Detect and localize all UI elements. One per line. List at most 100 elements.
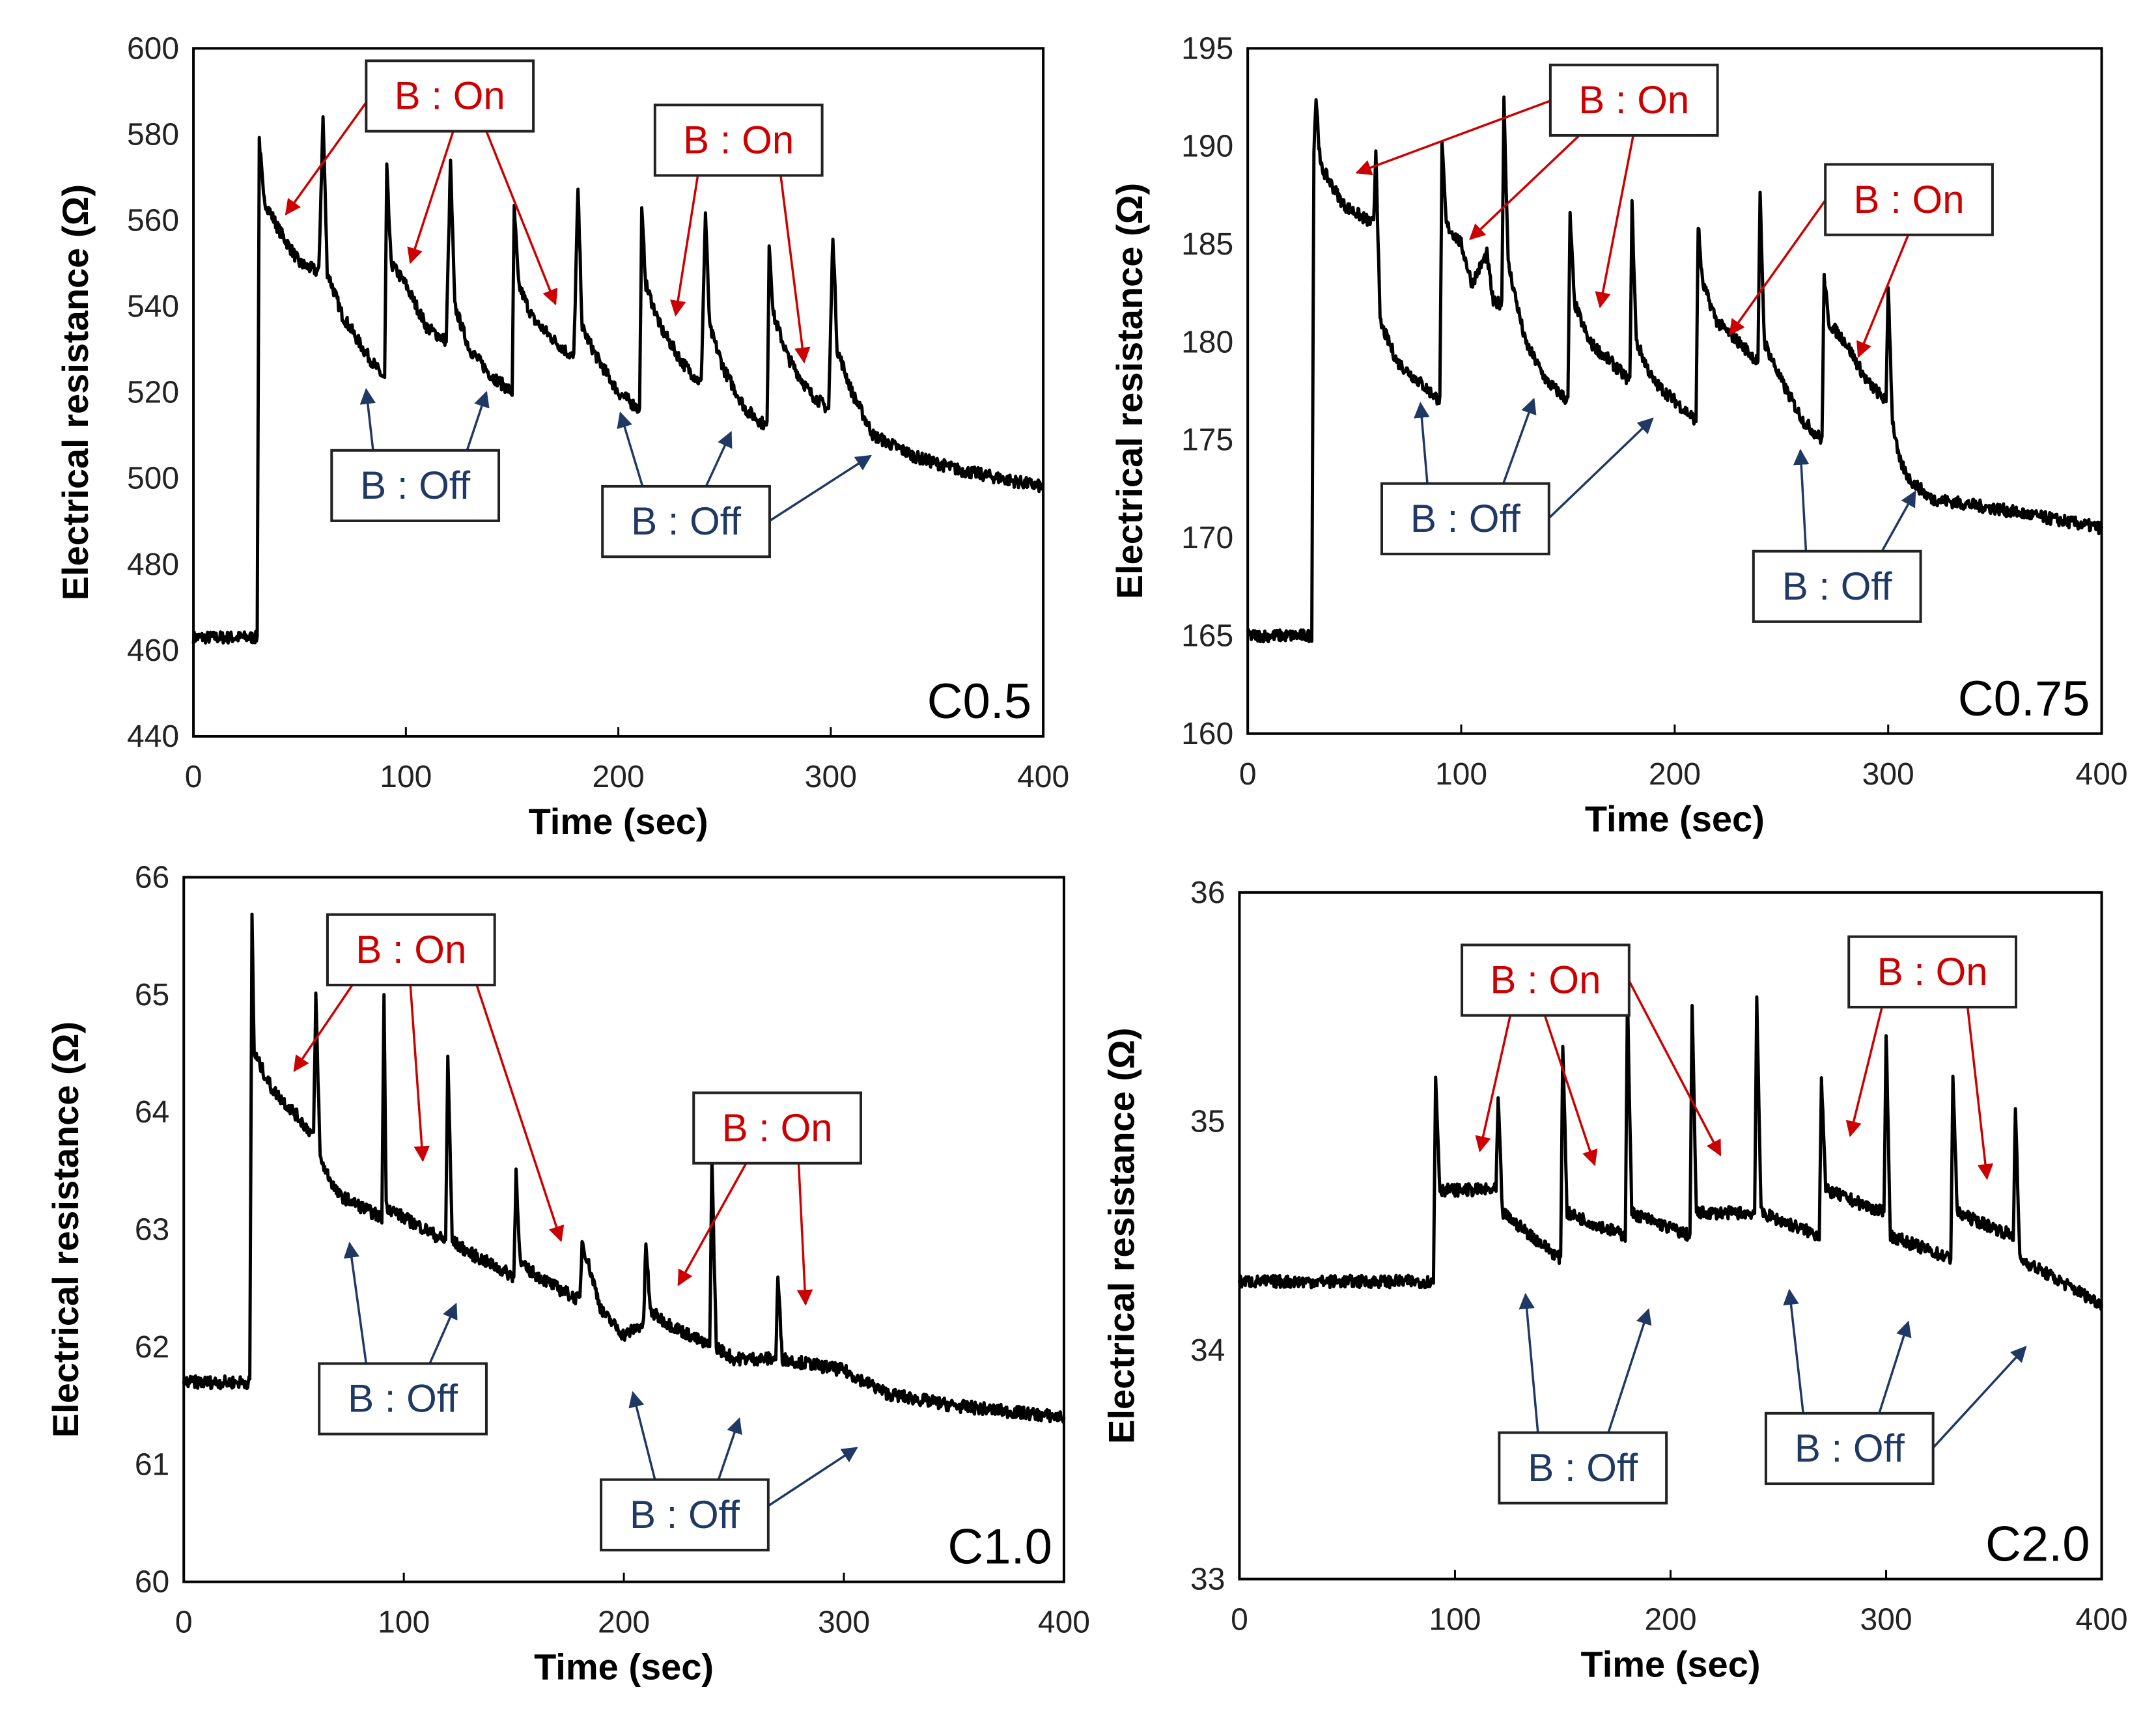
y-axis-title: Electrical resistance (Ω) [1109, 183, 1150, 599]
on-arrow [1845, 1007, 1883, 1137]
off-arrow [1519, 1292, 1539, 1433]
off-arrow [1793, 449, 1810, 551]
on-arrow [796, 1163, 813, 1306]
y-tick-label: 440 [127, 719, 179, 754]
y-tick-label: 195 [1181, 31, 1233, 66]
off-label: B : Off [348, 1377, 458, 1421]
chart-c0-5: 0 100 200 300 400 440 460 480 500 520 540 560 580 600… [55, 31, 1069, 842]
on-arrow [1856, 234, 1910, 358]
off-label-box [330, 449, 501, 522]
on-label-box [365, 59, 535, 133]
on-arrow [475, 984, 565, 1242]
x-tick-label: 100 [1429, 1602, 1481, 1637]
x-axis-title: Time (sec) [534, 1646, 714, 1688]
y-tick-label: 480 [127, 548, 179, 582]
y-tick-label: 540 [127, 290, 179, 324]
y-tick-label: 190 [1181, 130, 1233, 164]
off-label-box [1764, 1411, 1935, 1486]
off-arrow [428, 1302, 458, 1365]
y-tick-label: 35 [1190, 1104, 1225, 1139]
panel-tag: C2.0 [1985, 1516, 2090, 1572]
off-arrow [1502, 397, 1537, 484]
on-arrow [409, 984, 430, 1162]
off-label-box [600, 1478, 770, 1551]
on-label-box [1847, 935, 2017, 1008]
on-label: B : On [722, 1106, 833, 1150]
on-label: B : On [683, 118, 794, 162]
off-arrow [343, 1242, 368, 1364]
on-arrow [1475, 1015, 1512, 1153]
x-axis-title: Time (sec) [529, 801, 708, 842]
data-series-line [1237, 988, 2104, 1311]
off-arrow [628, 1391, 656, 1480]
on-label-box [1548, 63, 1719, 137]
data-series-line [182, 912, 1066, 1424]
x-tick-label: 0 [185, 760, 203, 794]
x-tick-label: 300 [1860, 1602, 1912, 1637]
off-label: B : Off [360, 464, 470, 507]
on-arrow [779, 175, 811, 364]
y-tick-label: 64 [135, 1095, 169, 1130]
on-arrow [677, 1162, 748, 1286]
y-tick-label: 60 [135, 1565, 169, 1600]
data-series-line [1246, 95, 2104, 644]
on-label: B : On [1578, 78, 1689, 122]
off-label-box [1498, 1431, 1668, 1505]
chart-c0-75: 0 100 200 300 400 160 165 170 175 180 185 190 195 Tim… [1109, 31, 2127, 839]
on-arrow [1469, 134, 1580, 240]
y-tick-label: 65 [135, 978, 169, 1012]
off-arrow [767, 1447, 858, 1507]
x-tick-label: 400 [1017, 760, 1069, 794]
on-label-box [1824, 163, 1994, 236]
off-arrow [466, 391, 490, 451]
on-label-box [653, 104, 824, 177]
off-label-box [318, 1362, 488, 1436]
x-tick-label: 100 [378, 1605, 430, 1640]
y-tick-label: 500 [127, 462, 179, 496]
chart-c1-0: 0 100 200 300 400 60 61 62 63 64 65 66 Time (sec) Ele… [45, 860, 1090, 1687]
x-tick-label: 400 [1038, 1605, 1090, 1640]
x-axis-title: Time (sec) [1585, 798, 1765, 839]
panel-tag: C1.0 [947, 1520, 1052, 1575]
x-tick-label: 200 [598, 1605, 650, 1640]
plot-frame [182, 876, 1065, 1583]
off-arrow [359, 387, 376, 451]
off-label: B : Off [1410, 497, 1520, 540]
panel-tag: C0.5 [927, 674, 1032, 729]
off-arrow [705, 430, 733, 487]
on-arrow [1729, 199, 1827, 336]
on-label: B : On [356, 928, 466, 971]
y-tick-label: 33 [1190, 1562, 1225, 1596]
off-label: B : Off [631, 499, 741, 543]
y-tick-label: 180 [1181, 325, 1233, 359]
on-arrow [1543, 1015, 1598, 1167]
y-tick-label: 185 [1181, 227, 1233, 262]
x-tick-label: 100 [1435, 757, 1487, 792]
on-arrow [1355, 100, 1551, 176]
y-tick-label: 560 [127, 203, 179, 238]
on-arrow [670, 175, 699, 317]
on-arrow [1966, 1007, 1994, 1180]
y-tick-label: 170 [1181, 521, 1233, 555]
x-tick-label: 0 [1239, 757, 1257, 792]
y-tick-label: 36 [1190, 876, 1225, 910]
x-tick-label: 300 [805, 760, 857, 794]
x-tick-label: 300 [1862, 757, 1914, 792]
x-tick-label: 300 [818, 1605, 870, 1640]
x-tick-label: 0 [175, 1605, 193, 1640]
on-label: B : On [395, 74, 505, 118]
y-tick-label: 460 [127, 633, 179, 668]
x-tick-label: 0 [1231, 1602, 1248, 1637]
y-axis-title: Electrical resistance (Ω) [55, 184, 96, 600]
x-tick-label: 400 [2076, 1602, 2128, 1637]
chart-c2-0: 0 100 200 300 400 33 34 35 36 Time (sec) Electrica… [1100, 876, 2127, 1685]
y-tick-label: 61 [135, 1447, 169, 1482]
x-tick-label: 400 [2076, 757, 2128, 792]
off-arrow [717, 1417, 742, 1480]
off-arrow [1548, 417, 1654, 520]
on-arrow [1628, 980, 1722, 1157]
on-label: B : On [1490, 958, 1601, 1002]
off-label-box [1752, 549, 1922, 623]
off-arrow [1783, 1288, 1804, 1414]
off-arrow [769, 454, 872, 522]
